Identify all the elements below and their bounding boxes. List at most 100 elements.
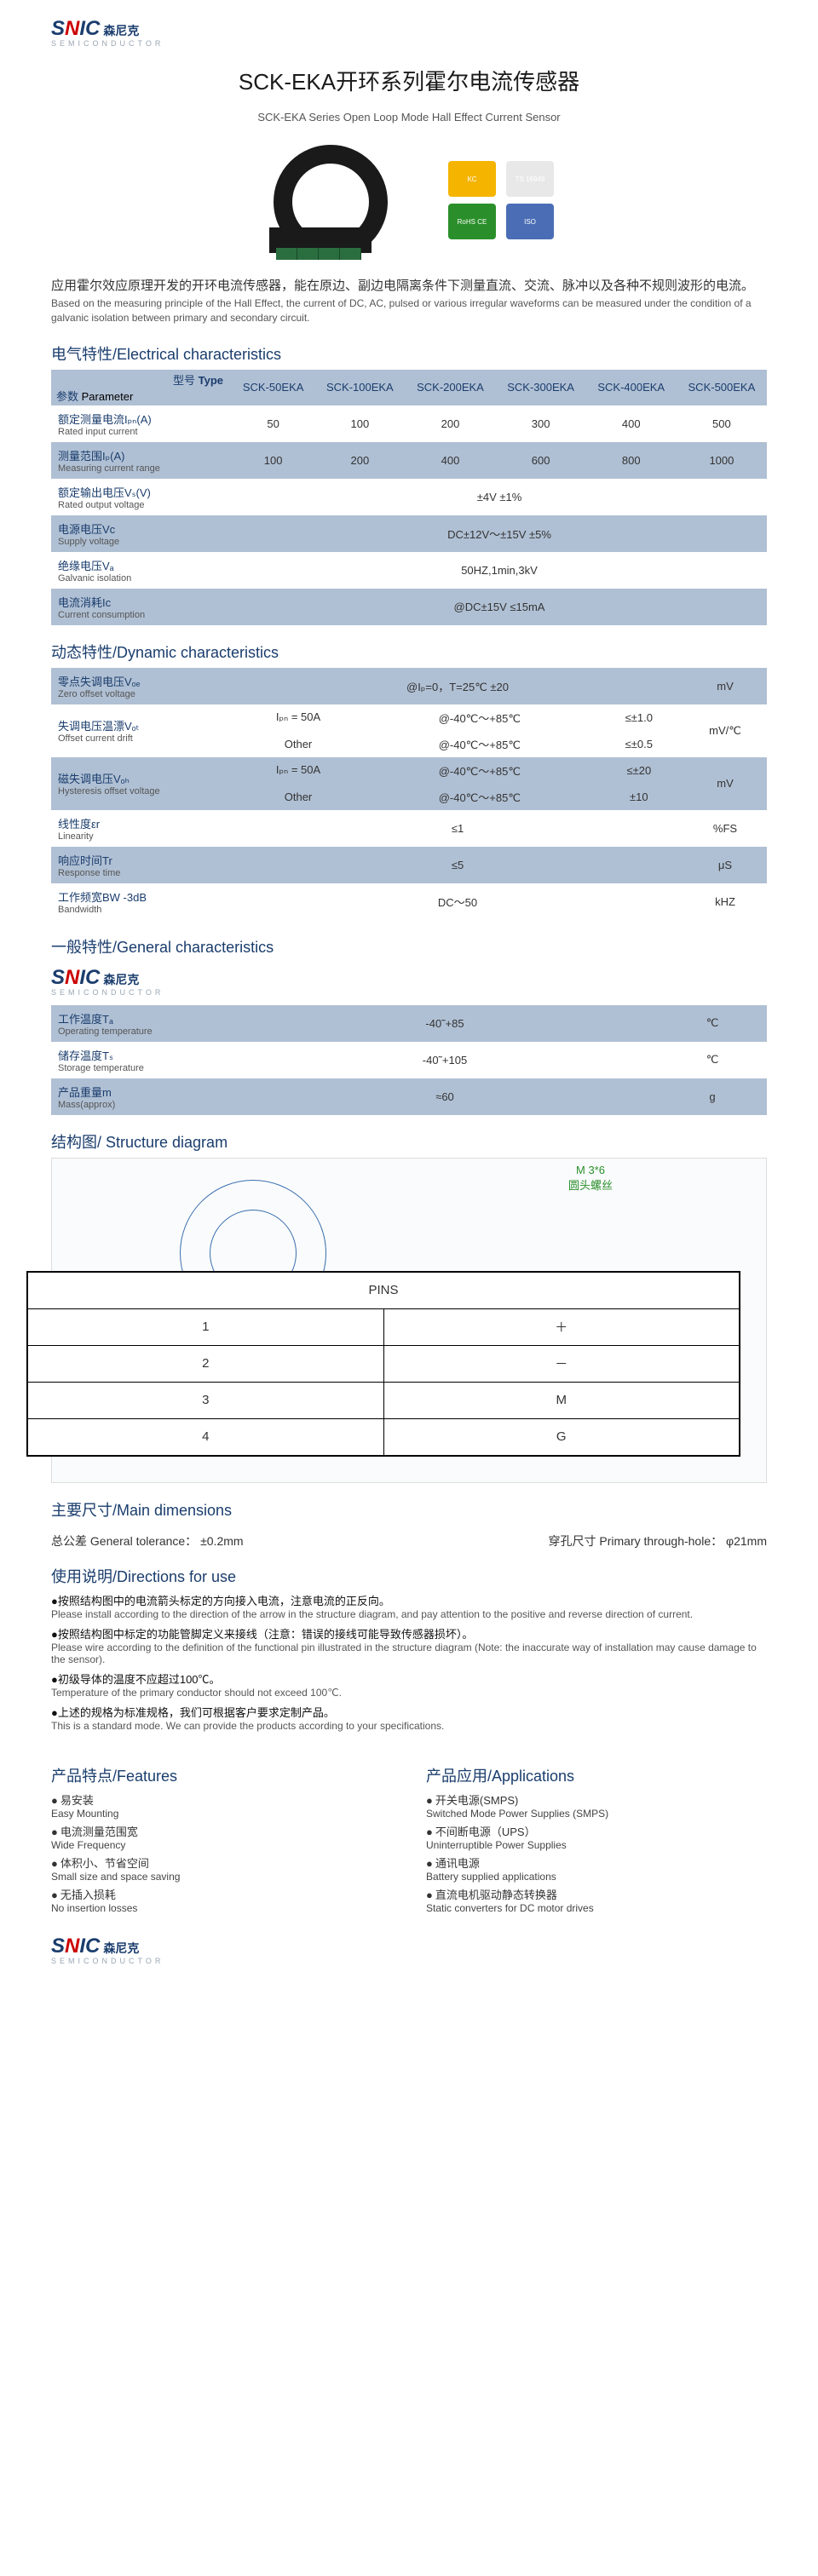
dyn-val: ≤5 — [232, 847, 683, 883]
dyn-val: @Iₚ=0，T=25℃ ±20 — [232, 668, 683, 704]
feature-item: 体积小、节省空间Small size and space saving — [51, 1854, 392, 1883]
section-maindim-title: 主要尺寸/Main dimensions — [51, 1498, 767, 1521]
gen-unit: g — [658, 1078, 767, 1115]
logo-n: N — [65, 17, 79, 40]
param-val: 1000 — [677, 442, 767, 479]
dyn-sub-a: Iₚₙ = 50A — [232, 757, 365, 784]
gen-label: 产品重量mMass(approx) — [51, 1078, 232, 1115]
dyn-sub-c: ≤±1.0 — [595, 704, 683, 731]
section-gen-title: 一般特性/General characteristics — [51, 935, 767, 957]
param-val: 500 — [677, 405, 767, 442]
pin-sym: － — [383, 1345, 740, 1382]
dyn-unit: mV — [683, 757, 767, 810]
dyn-val: ≤1 — [232, 810, 683, 847]
applications-list: 开关电源(SMPS)Switched Mode Power Supplies (… — [426, 1791, 767, 1914]
logo-cn: 森尼克 — [103, 24, 139, 37]
intro-en: Based on the measuring principle of the … — [51, 296, 767, 325]
application-item: 直流电机驱动静态转换器Static converters for DC moto… — [426, 1886, 767, 1914]
type-header: SCK-400EKA — [586, 370, 677, 405]
dyn-label: 磁失调电压VₒₕHysteresis offset voltage — [51, 757, 232, 810]
pin-num: 4 — [27, 1418, 383, 1456]
type-header: SCK-300EKA — [496, 370, 586, 405]
gen-val: -40˜+105 — [232, 1042, 658, 1078]
tol-val: ±0.2mm — [200, 1534, 243, 1548]
dyn-sub-b: @-40℃～+85℃ — [365, 784, 595, 810]
dyn-sub-b: @-40℃～+85℃ — [365, 704, 595, 731]
dyn-unit: μS — [683, 847, 767, 883]
main-title-cn: SCK-EKA开环系列霍尔电流传感器 — [51, 65, 767, 96]
param-val: 200 — [314, 442, 405, 479]
directions-list: ●按照结构图中的电流箭头标定的方向接入电流，注意电流的正反向。Please in… — [51, 1592, 767, 1732]
logo-sub: SEMICONDUCTOR — [51, 39, 767, 48]
param-val: 600 — [496, 442, 586, 479]
tol-en: General tolerance： — [90, 1534, 197, 1548]
cert-badge: TS 16949 — [506, 161, 554, 197]
section-feat-title: 产品特点/Features — [51, 1764, 392, 1786]
hero-row: KCTS 16949RoHS CEISO — [51, 141, 767, 260]
logo-mid: SNIC森尼克 SEMICONDUCTOR — [51, 966, 767, 997]
direction-item: ●上述的规格为标准规格，我们可根据客户要求定制产品。This is a stan… — [51, 1704, 767, 1732]
pin-num: 1 — [27, 1308, 383, 1345]
gen-table: 工作温度TₐOperating temperature-40˜+85℃储存温度T… — [51, 1005, 767, 1115]
param-val: 50HZ,1min,3kV — [232, 552, 767, 589]
pin-num: 3 — [27, 1382, 383, 1418]
dyn-table: 零点失调电压VₒₑZero offset voltage@Iₚ=0，T=25℃ … — [51, 668, 767, 920]
dyn-unit: mV — [683, 668, 767, 704]
logo-top: SNIC森尼克 SEMICONDUCTOR — [51, 17, 767, 48]
param-val: 200 — [405, 405, 495, 442]
gen-val: ≈60 — [232, 1078, 658, 1115]
param-val: DC±12V～±15V ±5% — [232, 515, 767, 552]
dyn-unit: mV/℃ — [683, 704, 767, 757]
param-label: 测量范围Iₚ(A)Measuring current range — [51, 442, 232, 479]
dyn-sub-b: @-40℃～+85℃ — [365, 731, 595, 757]
section-dir-title: 使用说明/Directions for use — [51, 1565, 767, 1587]
param-val: 100 — [232, 442, 314, 479]
dyn-unit: %FS — [683, 810, 767, 847]
elec-table: 型号 Type 参数 Parameter XX SCK-50EKASCK-100… — [51, 370, 767, 625]
section-dyn-title: 动态特性/Dynamic characteristics — [51, 641, 767, 663]
param-label: 电源电压VcSupply voltage — [51, 515, 232, 552]
param-val: @DC±15V ≤15mA — [232, 589, 767, 625]
type-header: SCK-50EKA — [232, 370, 314, 405]
param-label: 绝缘电压VₐGalvanic isolation — [51, 552, 232, 589]
pin-sym: G — [383, 1418, 740, 1456]
param-label: 额定测量电流Iₚₙ(A)Rated input current — [51, 405, 232, 442]
param-label: 额定输出电压Vₛ(V)Rated output voltage — [51, 479, 232, 515]
param-val: 300 — [496, 405, 586, 442]
logo-s: S — [51, 17, 65, 40]
pins-table: PINS1＋2－3M4G — [26, 1271, 740, 1457]
param-label: 电流消耗IcCurrent consumption — [51, 589, 232, 625]
structure-diagram: M 3*6圆头螺丝 G.N OFS 1 4 IP PINS1＋2－3M4G — [51, 1158, 767, 1483]
pin-sym: M — [383, 1382, 740, 1418]
application-item: 通讯电源Battery supplied applications — [426, 1854, 767, 1883]
direction-item: ●按照结构图中标定的功能管脚定义来接线（注意：错误的接线可能导致传感器损坏）。P… — [51, 1625, 767, 1665]
hole-cn: 穿孔尺寸 — [549, 1534, 596, 1548]
gen-label: 工作温度TₐOperating temperature — [51, 1005, 232, 1042]
section-app-title: 产品应用/Applications — [426, 1764, 767, 1786]
dyn-sub-a: Iₚₙ = 50A — [232, 704, 365, 731]
param-val: 400 — [586, 405, 677, 442]
section-elec-title: 电气特性/Electrical characteristics — [51, 342, 767, 365]
param-val: 400 — [405, 442, 495, 479]
dyn-label: 响应时间TrResponse time — [51, 847, 232, 883]
dyn-label: 工作频宽BW -3dBBandwidth — [51, 883, 232, 920]
cert-badge: KC — [448, 161, 496, 197]
application-item: 不间断电源（UPS）Uninterruptible Power Supplies — [426, 1823, 767, 1851]
dyn-label: 失调电压温漂VₒₜOffset current drift — [51, 704, 232, 757]
gen-label: 储存温度TₛStorage temperature — [51, 1042, 232, 1078]
product-image — [261, 141, 380, 260]
type-header: SCK-100EKA — [314, 370, 405, 405]
screw-label: M 3*6圆头螺丝 — [568, 1164, 613, 1193]
param-val: 100 — [314, 405, 405, 442]
dyn-label: 线性度εrLinearity — [51, 810, 232, 847]
type-header: SCK-500EKA — [677, 370, 767, 405]
feature-item: 电流测量范围宽Wide Frequency — [51, 1823, 392, 1851]
section-struct-title: 结构图/ Structure diagram — [51, 1130, 767, 1153]
type-header: SCK-200EKA — [405, 370, 495, 405]
tol-cn: 总公差 — [51, 1534, 87, 1548]
dyn-sub-c: ≤±20 — [595, 757, 683, 784]
dyn-val: DC～50 — [232, 883, 683, 920]
main-title-en: SCK-EKA Series Open Loop Mode Hall Effec… — [51, 111, 767, 124]
hole-val: φ21mm — [726, 1534, 767, 1548]
gen-unit: ℃ — [658, 1005, 767, 1042]
